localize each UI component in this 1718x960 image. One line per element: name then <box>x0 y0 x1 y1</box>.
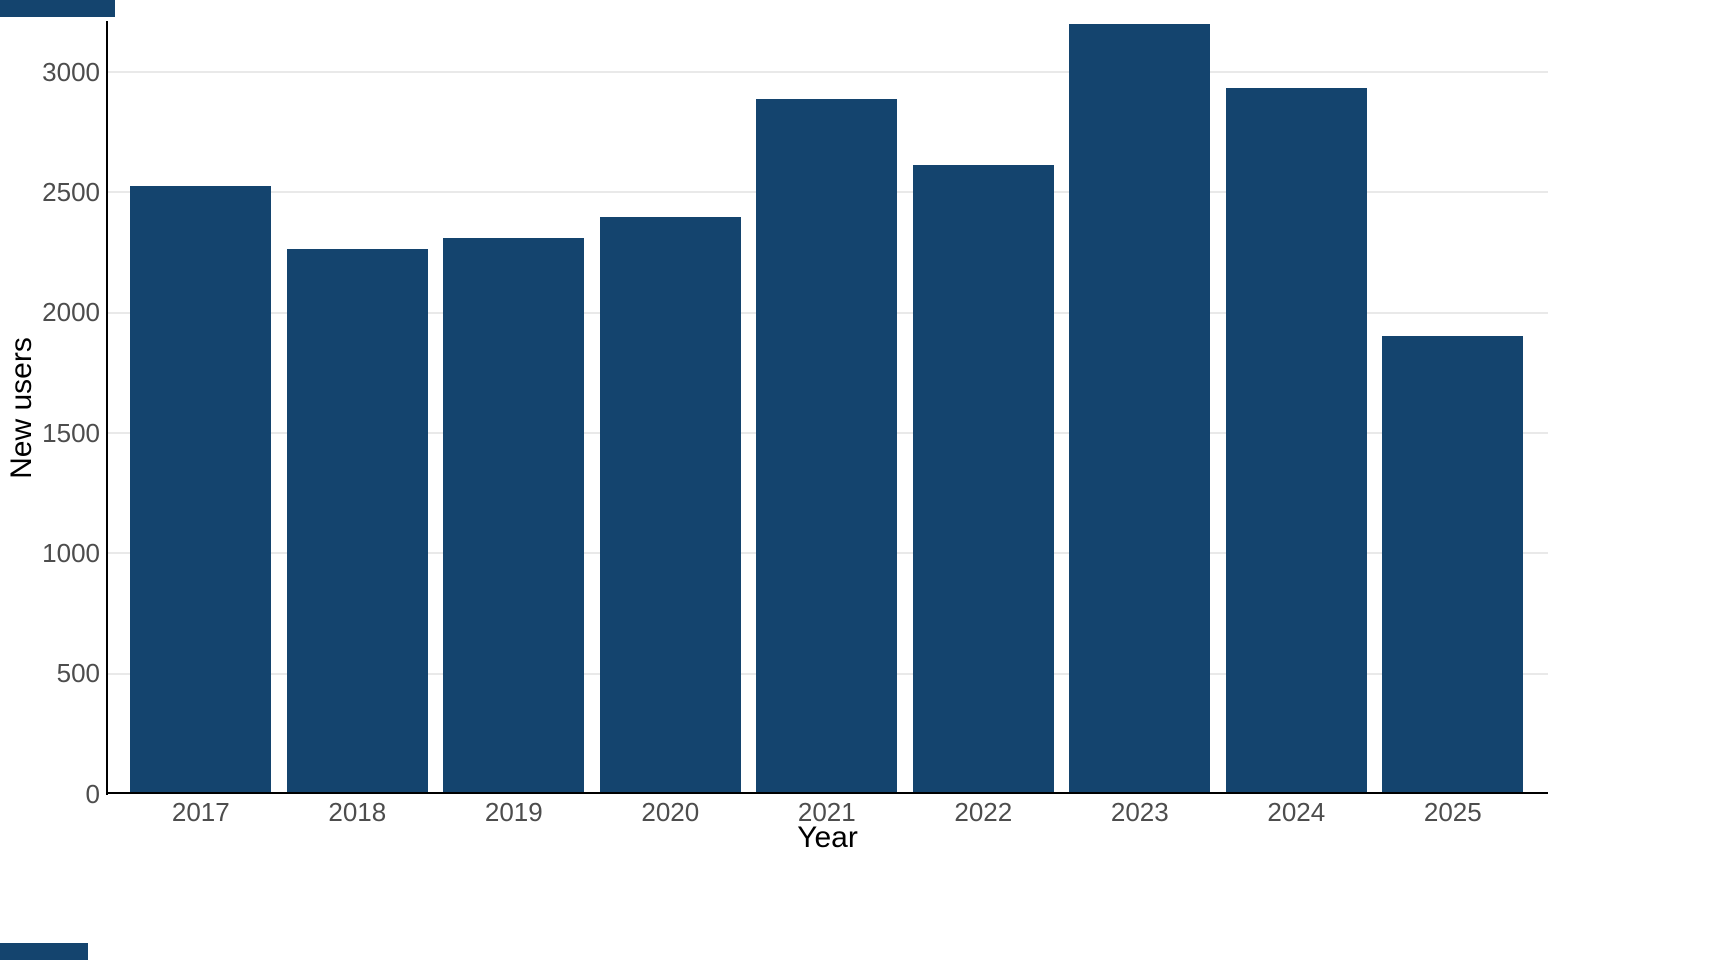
corner-mark-bottom-left <box>0 943 88 960</box>
x-tick-label-2020: 2020 <box>641 797 700 827</box>
bar-2021 <box>756 98 898 794</box>
x-axis-line <box>106 792 1548 794</box>
y-tick-label-2500: 2500 <box>42 176 100 207</box>
gridline-3000 <box>107 71 1548 74</box>
y-tick-label-1000: 1000 <box>42 537 100 568</box>
x-tick-label-2018: 2018 <box>328 797 387 827</box>
bar-2020 <box>599 216 741 794</box>
y-tick-label-0: 0 <box>85 778 100 809</box>
x-tick-label-2017: 2017 <box>171 797 230 827</box>
y-axis-title: New users <box>5 337 38 479</box>
bar-2022 <box>912 164 1054 794</box>
bar-2023 <box>1069 24 1211 794</box>
y-tick-label-3000: 3000 <box>42 56 100 87</box>
y-tick-label-500: 500 <box>56 658 100 689</box>
bar-2017 <box>130 186 272 794</box>
x-tick-label-2019: 2019 <box>484 797 543 827</box>
y-tick-label-1500: 1500 <box>42 417 100 448</box>
x-tick-label-2023: 2023 <box>1110 797 1169 827</box>
y-tick-label-2000: 2000 <box>42 297 100 328</box>
bar-2019 <box>443 238 585 794</box>
x-tick-label-2021: 2021 <box>797 797 856 827</box>
y-axis-line <box>106 21 108 795</box>
corner-mark-top-left <box>0 0 115 17</box>
x-tick-label-2024: 2024 <box>1267 797 1326 827</box>
bar-2025 <box>1382 335 1524 794</box>
bar-2018 <box>286 249 428 794</box>
bar-2024 <box>1225 87 1367 794</box>
x-tick-label-2022: 2022 <box>954 797 1013 827</box>
plot-area <box>107 0 1548 794</box>
x-tick-label-2025: 2025 <box>1423 797 1482 827</box>
x-axis-title: Year <box>797 821 858 854</box>
